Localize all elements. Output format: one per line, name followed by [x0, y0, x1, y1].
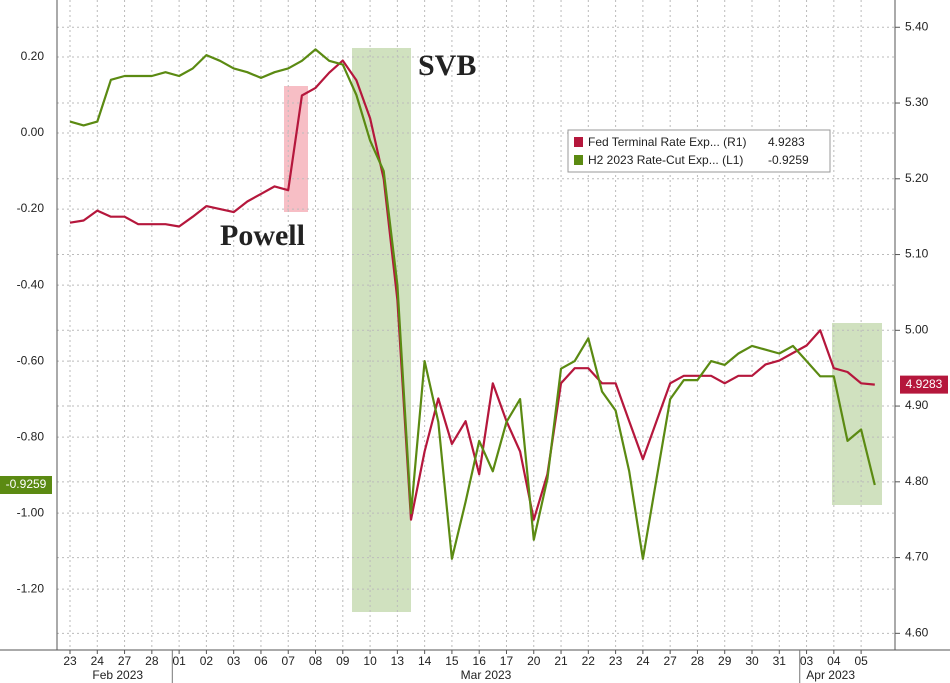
series-line [69, 48, 876, 560]
month-label: Mar 2023 [461, 668, 512, 682]
y2-tick-label: 4.60 [905, 626, 929, 640]
x-tick-label: 07 [282, 654, 296, 668]
legend: Fed Terminal Rate Exp... (R1) 4.9283 H2 … [567, 129, 831, 173]
april-shade [832, 323, 882, 505]
x-tick-label: 31 [773, 654, 787, 668]
x-tick-label: 23 [63, 654, 77, 668]
x-tick-label: 08 [309, 654, 323, 668]
legend-value: 4.9283 [768, 135, 805, 149]
last-value-box [900, 375, 948, 394]
x-tick-label: 23 [609, 654, 623, 668]
x-tick-label: 22 [582, 654, 596, 668]
y-tick-label: -0.80 [17, 429, 45, 443]
x-tick-label: 24 [91, 654, 105, 668]
x-tick-label: 15 [445, 654, 459, 668]
y-tick-label: -1.00 [17, 505, 45, 519]
x-tick-label: 14 [418, 654, 432, 668]
legend-swatch [574, 155, 583, 165]
legend-value: -0.9259 [768, 153, 809, 167]
last-value-label: 4.9283 [906, 377, 943, 391]
y2-tick-label: 5.10 [905, 247, 929, 261]
x-tick-label: 02 [200, 654, 214, 668]
x-tick-label: 01 [172, 654, 186, 668]
series-line [69, 59, 875, 521]
x-tick-label: 24 [636, 654, 650, 668]
y-tick-label: -0.20 [17, 201, 45, 215]
x-tick-label: 21 [554, 654, 568, 668]
x-tick-label: 28 [145, 654, 159, 668]
last-value-box [0, 475, 52, 494]
grid [57, 0, 895, 650]
powell-shade [284, 86, 308, 212]
x-tick-label: 20 [527, 654, 541, 668]
x-tick-label: 30 [745, 654, 759, 668]
y2-tick-label: 5.30 [905, 95, 929, 109]
x-tick-label: 05 [854, 654, 868, 668]
y-tick-label: -0.40 [17, 277, 45, 291]
y2-tick-label: 4.70 [905, 550, 929, 564]
x-tick-label: 27 [118, 654, 132, 668]
y2-tick-label: 5.20 [905, 171, 929, 185]
last-value-label: -0.9259 [6, 477, 47, 491]
y2-tick-label: 4.80 [905, 474, 929, 488]
y-tick-label: 0.20 [21, 49, 45, 63]
x-tick-label: 17 [500, 654, 514, 668]
month-label: Feb 2023 [92, 668, 143, 682]
month-label: Apr 2023 [806, 668, 855, 682]
legend-label: H2 2023 Rate-Cut Exp... (L1) [588, 153, 743, 167]
x-tick-label: 28 [691, 654, 705, 668]
annotation-powell: Powell [220, 219, 305, 252]
x-tick-label: 09 [336, 654, 350, 668]
lines [69, 48, 876, 560]
legend-swatch [574, 137, 583, 147]
plot-area [57, 0, 895, 650]
x-tick-label: 06 [254, 654, 268, 668]
x-tick-label: 04 [827, 654, 841, 668]
x-tick-label: 03 [800, 654, 814, 668]
annotation-svb: SVB [418, 49, 476, 82]
x-tick-label: 13 [391, 654, 405, 668]
x-tick-label: 27 [663, 654, 677, 668]
y-tick-label: -1.20 [17, 581, 45, 595]
y2-tick-label: 5.40 [905, 19, 929, 33]
x-tick-label: 10 [363, 654, 377, 668]
x-tick-label: 03 [227, 654, 241, 668]
x-tick-label: 16 [473, 654, 487, 668]
y-tick-label: -0.60 [17, 353, 45, 367]
legend-box [567, 129, 831, 173]
y2-tick-label: 4.90 [905, 398, 929, 412]
x-tick-label: 29 [718, 654, 732, 668]
legend-label: Fed Terminal Rate Exp... (R1) [588, 135, 747, 149]
y-tick-label: 0.00 [21, 125, 45, 139]
y2-tick-label: 5.00 [905, 322, 929, 336]
